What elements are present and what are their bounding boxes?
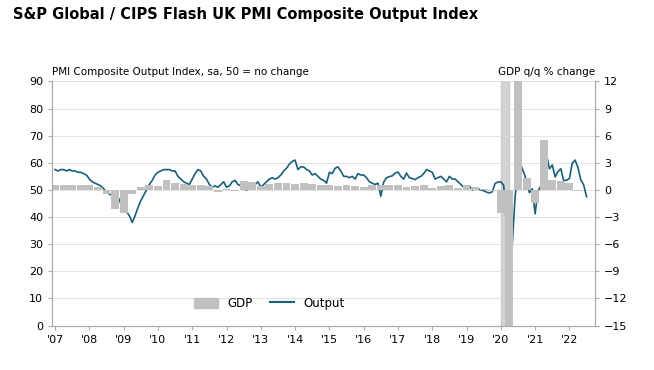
Bar	[222, 189, 230, 190]
Bar	[394, 185, 402, 190]
Bar	[257, 186, 265, 190]
Bar	[291, 184, 299, 190]
Bar	[300, 183, 307, 190]
Bar	[420, 185, 428, 190]
Bar	[497, 190, 505, 212]
Bar	[368, 185, 376, 190]
Bar	[385, 185, 393, 190]
Legend: GDP, Output: GDP, Output	[190, 292, 349, 315]
Bar	[557, 181, 565, 190]
Bar	[566, 183, 574, 190]
Bar	[214, 190, 222, 192]
Bar	[523, 178, 530, 190]
Bar	[68, 185, 76, 190]
Bar	[501, 81, 509, 326]
Bar	[111, 190, 119, 209]
Bar	[180, 184, 188, 190]
Bar	[377, 185, 385, 190]
Bar	[317, 185, 325, 190]
Bar	[197, 185, 205, 190]
Bar	[308, 184, 316, 190]
Bar	[514, 37, 522, 190]
Bar	[145, 185, 153, 190]
Bar	[480, 189, 488, 190]
Bar	[574, 190, 582, 191]
Bar	[86, 185, 94, 190]
Bar	[343, 185, 351, 190]
Bar	[163, 180, 171, 190]
Bar	[462, 185, 470, 190]
Bar	[240, 181, 248, 190]
Bar	[249, 182, 256, 190]
Bar	[154, 186, 162, 190]
Bar	[266, 184, 273, 190]
Bar	[94, 187, 102, 190]
Text: PMI Composite Output Index, sa, 50 = no change: PMI Composite Output Index, sa, 50 = no …	[52, 67, 309, 77]
Bar	[540, 140, 547, 190]
Bar	[531, 190, 539, 203]
Bar	[454, 188, 462, 190]
Text: S&P Global / CIPS Flash UK PMI Composite Output Index: S&P Global / CIPS Flash UK PMI Composite…	[13, 7, 478, 23]
Bar	[360, 187, 368, 190]
Bar	[351, 186, 359, 190]
Bar	[403, 187, 411, 190]
Bar	[171, 183, 179, 190]
Bar	[205, 186, 213, 190]
Bar	[548, 180, 556, 190]
Bar	[471, 187, 479, 190]
Bar	[437, 186, 445, 190]
Bar	[334, 186, 342, 190]
Bar	[489, 190, 496, 191]
Bar	[445, 185, 453, 190]
Bar	[77, 185, 85, 190]
Bar	[428, 188, 436, 190]
Bar	[506, 190, 513, 369]
Bar	[188, 185, 196, 190]
Bar	[120, 190, 128, 212]
Bar	[103, 190, 111, 195]
Bar	[60, 185, 67, 190]
Text: GDP q/q % change: GDP q/q % change	[498, 67, 595, 77]
Bar	[411, 186, 419, 190]
Bar	[137, 187, 145, 190]
Bar	[128, 190, 136, 195]
Bar	[231, 190, 239, 191]
Bar	[274, 183, 282, 190]
Bar	[51, 185, 59, 190]
Bar	[283, 183, 290, 190]
Bar	[326, 185, 334, 190]
